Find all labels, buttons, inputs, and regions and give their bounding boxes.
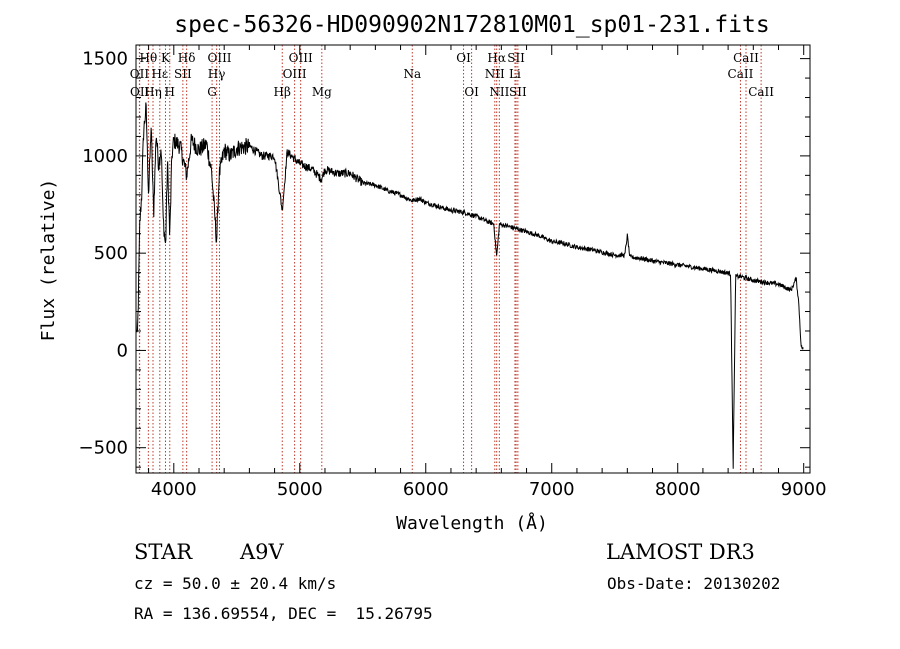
emission-line-label: SII bbox=[507, 51, 525, 65]
emission-line-label: H bbox=[165, 85, 175, 99]
emission-line-label: SII bbox=[174, 67, 192, 81]
object-subclass: A9V bbox=[240, 540, 284, 564]
emission-line-label: SII bbox=[509, 85, 527, 99]
emission-line-label: Hε bbox=[151, 67, 168, 81]
x-tick-label: 9000 bbox=[781, 479, 827, 500]
y-tick-label: 0 bbox=[117, 340, 128, 361]
y-tick-label: 500 bbox=[94, 243, 128, 264]
y-tick-label: −500 bbox=[79, 438, 128, 459]
emission-line-markers bbox=[138, 45, 762, 473]
x-tick-label: 5000 bbox=[277, 479, 323, 500]
obs-date: Obs-Date: 20130202 bbox=[607, 574, 781, 593]
object-class: STAR bbox=[134, 540, 193, 564]
survey-name: LAMOST DR3 bbox=[606, 540, 755, 564]
spectrum-series bbox=[135, 102, 804, 469]
emission-line-label: Li bbox=[509, 67, 521, 81]
x-tick-label: 6000 bbox=[403, 479, 449, 500]
emission-line-label: Mg bbox=[312, 85, 332, 99]
emission-line-label: Hθ bbox=[139, 51, 157, 65]
emission-line-label: Na bbox=[403, 67, 421, 81]
emission-line-label: Hη bbox=[144, 85, 162, 99]
emission-line-label: Hα bbox=[487, 51, 506, 65]
chart-title: spec-56326-HD090902N172810M01_sp01-231.f… bbox=[174, 12, 769, 38]
emission-line-label: CaII bbox=[728, 67, 754, 81]
x-axis-ticks: 4000 5000 6000 7000 8000 9000 bbox=[148, 45, 827, 500]
emission-line-label: K bbox=[161, 51, 171, 65]
redshift-readout: cz = 50.0 ± 20.4 km/s bbox=[134, 574, 337, 593]
emission-line-label: G bbox=[207, 85, 217, 99]
emission-line-label: Hβ bbox=[274, 85, 291, 99]
coordinates: RA = 136.69554, DEC = 15.26795 bbox=[134, 604, 433, 623]
emission-line-label: OI bbox=[456, 51, 471, 65]
x-tick-label: 7000 bbox=[529, 479, 575, 500]
plot-frame bbox=[135, 44, 811, 474]
emission-line-label: OIII bbox=[289, 51, 313, 65]
x-tick-label: 8000 bbox=[655, 479, 701, 500]
y-axis-label: Flux (relative) bbox=[38, 179, 59, 342]
emission-line-labels: Hθ OII OII K Hε Hη SII H Hδ OIII Hγ G OIII OIII Hβ Mg Na… bbox=[130, 51, 775, 99]
emission-line-label: Hγ bbox=[208, 67, 226, 81]
emission-line-label: OII bbox=[130, 67, 150, 81]
y-axis-ticks: −500 0 500 1000 1500 bbox=[79, 49, 810, 468]
y-tick-label: 1500 bbox=[82, 49, 128, 70]
emission-line-label: OIII bbox=[283, 67, 307, 81]
emission-line-label: CaII bbox=[748, 85, 774, 99]
emission-line-label: Hδ bbox=[178, 51, 196, 65]
emission-line-label: NII bbox=[485, 67, 505, 81]
emission-line-label: CaII bbox=[733, 51, 759, 65]
x-tick-label: 4000 bbox=[151, 479, 197, 500]
emission-line-label: OIII bbox=[207, 51, 231, 65]
emission-line-label: OI bbox=[464, 85, 479, 99]
y-tick-label: 1000 bbox=[82, 146, 128, 167]
x-axis-label: Wavelength (Å) bbox=[396, 512, 548, 534]
emission-line-label: OII bbox=[130, 85, 150, 99]
emission-line-label: NII bbox=[489, 85, 509, 99]
